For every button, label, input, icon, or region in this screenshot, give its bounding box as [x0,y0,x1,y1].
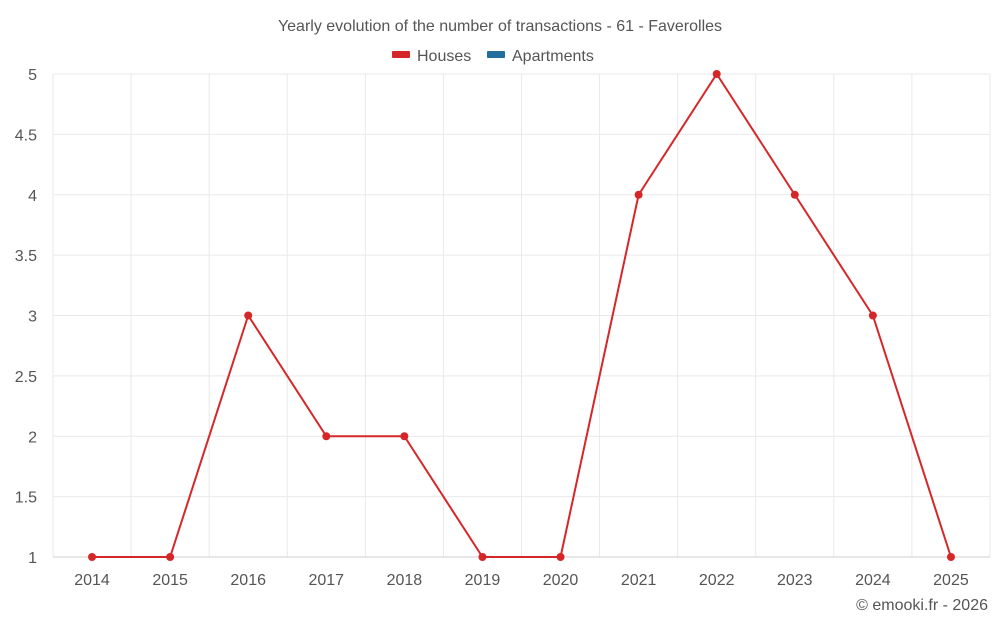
data-point-houses[interactable] [790,190,799,199]
data-point-houses[interactable] [244,311,253,320]
data-point-houses[interactable] [88,553,97,561]
y-tick-label: 3 [28,309,37,326]
credit-text: © emooki.fr - 2026 [856,597,988,614]
data-point-houses[interactable] [166,553,175,561]
x-tick-label: 2023 [777,572,813,589]
chart-title: Yearly evolution of the number of transa… [278,18,722,35]
data-point-houses[interactable] [634,190,643,199]
y-tick-label: 3.5 [15,248,37,265]
legend-item-houses[interactable]: Houses [392,48,471,65]
x-tick-label: 2019 [465,572,501,589]
y-tick-label: 2 [28,429,37,446]
legend-swatch-apartments [487,51,505,58]
data-point-houses[interactable] [556,553,565,561]
legend-label-apartments: Apartments [512,48,594,65]
y-tick-label: 5 [28,67,37,84]
y-tick-label: 4 [28,188,37,205]
x-axis-ticks: 2014 2015 2016 2017 2018 2019 2020 2021 2022 2023… [74,572,969,589]
y-tick-label: 1.5 [15,490,37,507]
legend-item-apartments[interactable]: Apartments [487,48,594,65]
y-tick-label: 1 [28,550,37,567]
y-tick-label: 2.5 [15,369,37,386]
y-tick-label: 4.5 [15,127,37,144]
x-tick-label: 2017 [308,572,344,589]
x-tick-label: 2016 [230,572,266,589]
data-point-houses[interactable] [400,432,409,441]
data-point-houses[interactable] [322,432,331,441]
y-axis-ticks: 1 1.5 2 2.5 3 3.5 4 4.5 5 [15,67,37,567]
data-point-houses[interactable] [712,70,721,78]
legend-swatch-houses [392,51,410,58]
x-tick-label: 2024 [855,572,891,589]
x-tick-label: 2021 [621,572,657,589]
data-point-houses[interactable] [478,553,487,561]
series [88,70,955,561]
grid [52,73,991,558]
x-tick-label: 2014 [74,572,110,589]
data-point-houses[interactable] [868,311,877,320]
x-tick-label: 2018 [387,572,423,589]
data-point-houses[interactable] [946,553,955,561]
x-tick-label: 2025 [933,572,969,589]
legend[interactable]: Houses Apartments [392,48,594,65]
x-tick-label: 2020 [543,572,579,589]
x-tick-label: 2022 [699,572,735,589]
x-tick-label: 2015 [152,572,188,589]
series-line-houses [92,73,952,558]
legend-label-houses: Houses [417,48,471,65]
